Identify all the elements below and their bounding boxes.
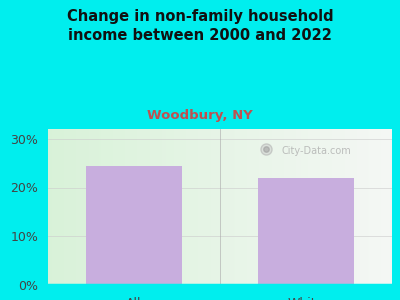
Text: City-Data.com: City-Data.com: [282, 146, 351, 156]
Bar: [86, 166, 182, 285]
Bar: [258, 178, 354, 285]
Text: Change in non-family household
income between 2000 and 2022: Change in non-family household income be…: [67, 9, 333, 43]
Text: Woodbury, NY: Woodbury, NY: [147, 110, 253, 122]
